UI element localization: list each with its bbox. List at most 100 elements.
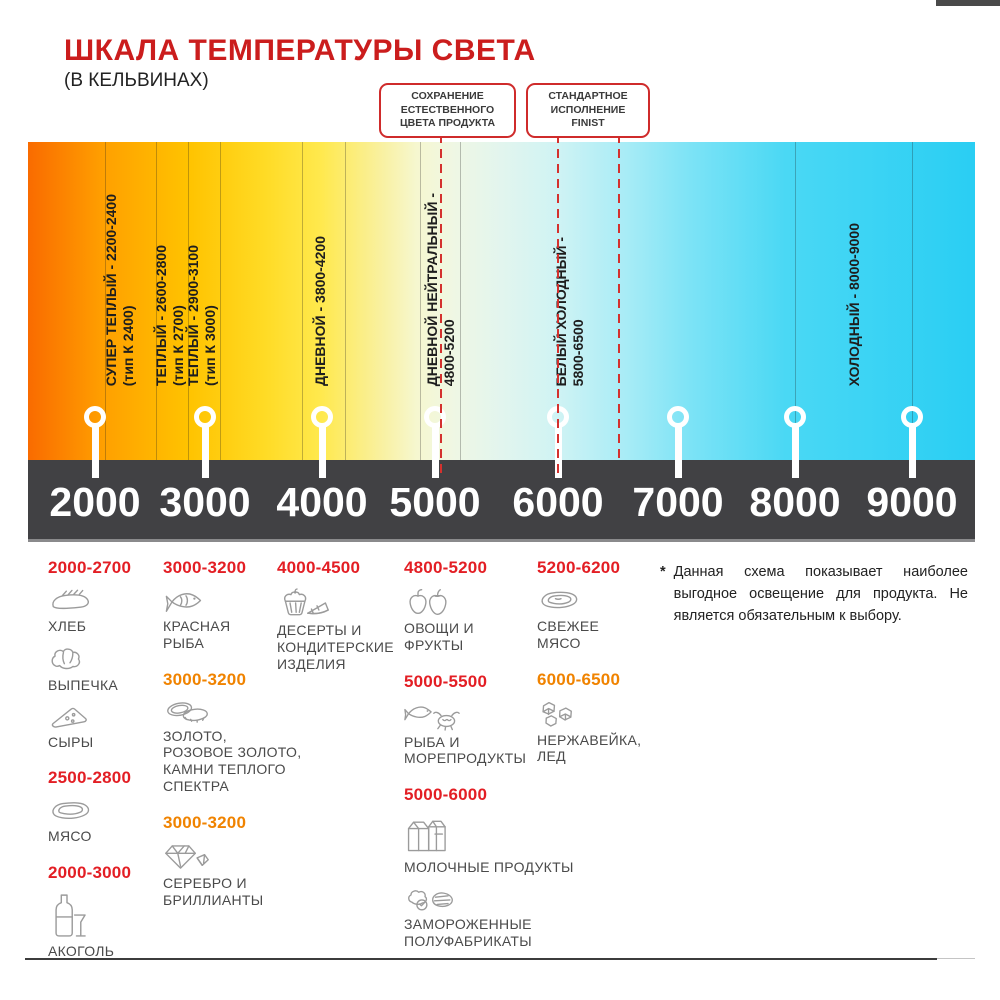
product-label: РЫБА И МОРЕПРОДУКТЫ: [404, 733, 527, 767]
top-right-strip: [936, 0, 1000, 6]
fish-icon: [163, 587, 277, 615]
product-item: ОВОЩИ И ФРУКТЫ: [404, 587, 540, 654]
segment-label-cold: ХОЛОДНЫЙ - 8000-9000: [846, 222, 862, 386]
range-heading: 6000-6500: [537, 669, 621, 689]
product-label: КРАСНАЯ РЫБА: [163, 618, 231, 651]
tick-9000: 9000: [866, 479, 958, 525]
product-item: КРАСНАЯ РЫБА: [163, 587, 277, 652]
product-label: ДЕСЕРТЫ И КОНДИТЕРСКИЕ ИЗДЕЛИЯ: [277, 622, 394, 672]
segment-label-super-warm: СУПЕР ТЕПЛЫЙ - 2200-2400 (тип К 2400): [103, 193, 136, 386]
segment-divider: [188, 142, 189, 460]
product-item: СЫРЫ: [48, 703, 160, 751]
product-item: ЗАМОРОЖЕННЫЕ ПОЛУФАБРИКАТЫ: [404, 885, 540, 950]
product-item: ХЛЕБ: [48, 587, 160, 635]
product-item: МОЛОЧНЫЕ ПРОДУКТЫ: [404, 814, 574, 876]
footnote: * Данная схема показывает наиболее выгод…: [660, 562, 968, 627]
product-item: РЫБА И МОРЕПРОДУКТЫ: [404, 701, 540, 768]
dashed-line-5000k: [440, 134, 442, 478]
dashed-line-6500k: [618, 134, 620, 460]
segment-label-warm-2700: ТЕПЛЫЙ - 2600-2800 (тип К 2700): [153, 245, 186, 386]
product-column-5: 5200-6200 СВЕЖЕЕ МЯСО 6000-6500 НЕРЖАВЕЙ…: [537, 558, 657, 783]
product-label: ЗАМОРОЖЕННЫЕ ПОЛУФАБРИКАТЫ: [404, 915, 532, 949]
range-heading: 2500-2800: [48, 768, 132, 788]
segment-divider: [220, 142, 221, 460]
range-heading: 3000-3200: [163, 558, 247, 577]
frozen-food-icon: [404, 885, 540, 913]
kelvin-marker-3000: [194, 406, 216, 478]
segment-divider: [302, 142, 303, 460]
seafood-icon: [404, 701, 540, 731]
kelvin-marker-8000: [784, 406, 806, 478]
product-label: ЗОЛОТО, РОЗОВОЕ ЗОЛОТО, КАМНИ ТЕПЛОГО СП…: [163, 727, 302, 794]
page-subtitle: (В КЕЛЬВИНАХ): [64, 70, 209, 91]
bottom-border-light: [937, 958, 975, 959]
product-label: ХЛЕБ: [48, 618, 87, 634]
product-label: СЕРЕБРО И БРИЛЛИАНТЫ: [163, 874, 264, 908]
product-item: ВЫПЕЧКА: [48, 644, 160, 694]
tick-6000: 6000: [512, 479, 604, 525]
segment-divider: [460, 142, 461, 460]
product-item: НЕРЖАВЕЙКА, ЛЕД: [537, 699, 657, 766]
page-title: ШКАЛА ТЕМПЕРАТУРЫ СВЕТА: [64, 34, 536, 67]
product-item: ЗОЛОТО, РОЗОВОЕ ЗОЛОТО, КАМНИ ТЕПЛОГО СП…: [163, 699, 302, 795]
tick-5000: 5000: [389, 479, 481, 525]
product-column-3: 4000-4500 ДЕСЕРТЫ И КОНДИТЕРСКИЕ ИЗДЕЛИЯ: [277, 558, 399, 690]
range-heading: 4800-5200: [404, 558, 488, 577]
product-label: МОЛОЧНЫЕ ПРОДУКТЫ: [404, 859, 574, 876]
footnote-text: Данная схема показывает наиболее выгодно…: [673, 564, 968, 624]
segment-divider: [795, 142, 796, 460]
alcohol-icon: [48, 892, 160, 940]
product-label: ОВОЩИ И ФРУКТЫ: [404, 620, 474, 653]
segment-label-daylight: ДНЕВНОЙ - 3800-4200: [312, 236, 328, 386]
ice-cubes-icon: [537, 699, 657, 729]
product-label: СВЕЖЕЕ МЯСО: [537, 618, 600, 651]
segment-divider: [105, 142, 106, 460]
product-label: НЕРЖАВЕЙКА, ЛЕД: [537, 731, 642, 765]
product-label: МЯСО: [48, 828, 92, 845]
kelvin-marker-4000: [311, 406, 333, 478]
callout-standard-finist: СТАНДАРТНОЕ ИСПОЛНЕНИЕ FINIST: [526, 83, 650, 138]
kelvin-marker-9000: [901, 406, 923, 478]
dairy-icon: [404, 814, 540, 856]
range-heading: 3000-3200: [163, 669, 247, 689]
kelvin-marker-2000: [84, 406, 106, 478]
diamond-icon: [163, 842, 277, 872]
produce-icon: [404, 587, 540, 617]
segment-divider: [156, 142, 157, 460]
kelvin-marker-7000: [667, 406, 689, 478]
meat-icon: [48, 797, 160, 825]
product-label: СЫРЫ: [48, 733, 94, 750]
range-heading: 3000-3200: [163, 812, 247, 832]
footnote-asterisk: *: [660, 564, 666, 580]
tick-3000: 3000: [159, 479, 251, 525]
tick-7000: 7000: [632, 479, 724, 525]
range-heading: 5000-5500: [404, 671, 488, 691]
kelvin-scale-band: 2000 3000 4000 5000 6000 7000 8000 9000: [28, 460, 975, 542]
product-column-1: 2000-2700 ХЛЕБ ВЫПЕЧКА СЫРЫ 2500-2800 МЯ…: [48, 558, 160, 978]
product-label: ВЫПЕЧКА: [48, 676, 119, 693]
range-heading: 5200-6200: [537, 558, 621, 577]
color-temperature-gradient: СУПЕР ТЕПЛЫЙ - 2200-2400 (тип К 2400) ТЕ…: [28, 142, 975, 478]
product-item: СВЕЖЕЕ МЯСО: [537, 587, 657, 652]
cheese-icon: [48, 703, 160, 731]
segment-label-warm-3000: ТЕПЛЫЙ - 2900-3100 (тип К 3000): [185, 245, 218, 386]
segment-divider: [420, 142, 421, 460]
product-item: МЯСО: [48, 797, 160, 845]
kelvin-marker-5000: [424, 406, 446, 478]
range-heading: 4000-4500: [277, 558, 361, 577]
bottom-border: [25, 958, 937, 960]
tick-4000: 4000: [276, 479, 368, 525]
pastry-icon: [48, 644, 160, 674]
callout-natural-color: СОХРАНЕНИЕ ЕСТЕСТВЕННОГО ЦВЕТА ПРОДУКТА: [379, 83, 516, 138]
dessert-icon: [277, 587, 399, 619]
tick-8000: 8000: [749, 479, 841, 525]
range-heading: 2000-3000: [48, 863, 132, 883]
product-label: АКОГОЛЬ: [48, 943, 115, 960]
tick-2000: 2000: [49, 479, 141, 525]
product-column-2: 3000-3200 КРАСНАЯ РЫБА 3000-3200 ЗОЛОТО,…: [163, 558, 302, 926]
product-item: СЕРЕБРО И БРИЛЛИАНТЫ: [163, 842, 277, 909]
product-item: ДЕСЕРТЫ И КОНДИТЕРСКИЕ ИЗДЕЛИЯ: [277, 587, 399, 672]
range-heading: 5000-6000: [404, 785, 488, 805]
segment-divider: [345, 142, 346, 460]
